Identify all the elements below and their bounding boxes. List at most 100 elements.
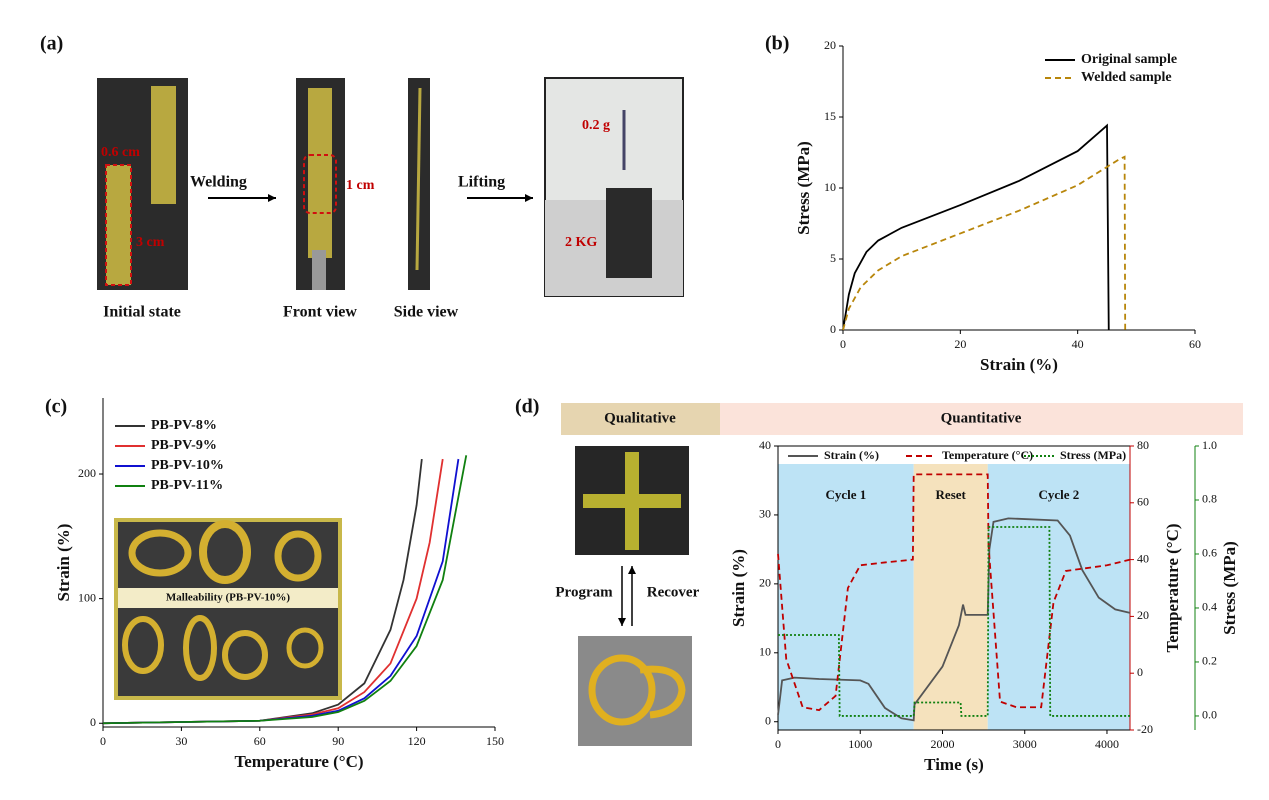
x-tick-label: 1000 — [848, 737, 872, 751]
series-line — [777, 517, 1131, 722]
y-tick-label: 0 — [765, 713, 771, 727]
y2-tick-label: 0 — [1137, 665, 1143, 679]
inset-label: Malleability (PB-PV-10%) — [166, 592, 290, 604]
photo-label: Program — [555, 584, 613, 600]
region — [778, 464, 914, 730]
y-tick-label: 40 — [759, 438, 771, 452]
panel-label: (c) — [45, 396, 67, 418]
y2-tick-label: 40 — [1137, 551, 1149, 565]
header: Qualitative — [604, 410, 676, 426]
inset-band — [118, 588, 338, 608]
series-line — [778, 526, 1130, 717]
photo-label: Recover — [647, 584, 700, 600]
y2-tick-label: 80 — [1137, 438, 1149, 452]
y-tick-label: 10 — [759, 645, 771, 659]
ring — [199, 520, 251, 584]
y3-tick-label: 0.2 — [1202, 654, 1217, 668]
x-tick-label: 0 — [775, 737, 781, 751]
region — [987, 464, 1130, 730]
region-label: Cycle 2 — [1038, 487, 1079, 502]
y3-tick-label: 0.8 — [1202, 492, 1217, 506]
arrow-label: Lifting — [458, 174, 505, 191]
dimension: 0.6 cm — [101, 145, 140, 160]
y3-tick-label: 0.6 — [1202, 546, 1217, 560]
arrowhead — [525, 194, 533, 202]
ring — [183, 615, 217, 681]
strip — [106, 165, 131, 285]
clamp — [312, 250, 326, 290]
outline — [303, 154, 337, 214]
x-tick-label: 90 — [332, 734, 344, 748]
y-tick-label: 200 — [78, 466, 96, 480]
x-tick-label: 4000 — [1095, 737, 1119, 751]
series-line — [777, 473, 1131, 712]
weight: 0.2 g — [582, 118, 610, 133]
y-tick-label: 0 — [830, 322, 836, 336]
y2-tick-label: 60 — [1137, 495, 1149, 509]
photo — [578, 636, 692, 746]
x-tick-label: 60 — [1189, 337, 1201, 351]
panel-label: (d) — [515, 396, 539, 418]
y3-axis-label: Stress (MPa) — [1220, 541, 1239, 635]
strip — [625, 452, 639, 550]
header-bar — [720, 403, 1243, 435]
dimension: 1 cm — [346, 178, 375, 193]
x-tick-label: 20 — [954, 337, 966, 351]
panel-label: (b) — [765, 33, 789, 55]
panel-label: (a) — [40, 33, 63, 55]
ring — [286, 627, 324, 669]
x-tick-label: 2000 — [930, 737, 954, 751]
series-line — [842, 155, 1127, 331]
region-label: Cycle 1 — [825, 487, 866, 502]
legend-label: PB-PV-9% — [151, 438, 217, 453]
x-tick-label: 0 — [100, 734, 106, 748]
x-axis-label: Strain (%) — [980, 355, 1058, 374]
y-tick-label: 20 — [759, 576, 771, 590]
header: Quantitative — [941, 410, 1022, 426]
strip — [151, 86, 176, 204]
y-axis-label: Strain (%) — [729, 549, 748, 627]
y3-tick-label: 1.0 — [1202, 438, 1217, 452]
x-axis-label: Temperature (°C) — [234, 752, 363, 771]
legend-label: Strain (%) — [824, 448, 879, 462]
ring — [128, 529, 192, 577]
bag — [606, 188, 652, 278]
y-tick-label: 15 — [824, 109, 836, 123]
legend-label: PB-PV-11% — [151, 478, 223, 493]
y2-axis-label: Temperature (°C) — [1163, 523, 1182, 652]
strip — [308, 88, 332, 258]
y-tick-label: 20 — [824, 38, 836, 52]
legend-label: PB-PV-10% — [151, 458, 224, 473]
dimension: 3 cm — [136, 235, 165, 250]
x-tick-label: 3000 — [1013, 737, 1037, 751]
series-line — [102, 455, 468, 725]
series-line — [842, 123, 1110, 331]
panel-a: (a) 0.6 cm 3 cm Welding 1 cm Lifting 0.2… — [40, 33, 684, 321]
x-tick-label: 30 — [175, 734, 187, 748]
caption: Initial state — [103, 304, 181, 321]
y-tick-label: 30 — [759, 507, 771, 521]
arrowhead — [268, 194, 276, 202]
x-tick-label: 40 — [1072, 337, 1084, 351]
arrow-label: Welding — [190, 174, 247, 191]
y-tick-label: 0 — [90, 715, 96, 729]
ring — [274, 530, 322, 582]
y2-tick-label: -20 — [1137, 722, 1153, 736]
y-tick-label: 100 — [78, 590, 96, 604]
ring — [222, 630, 268, 680]
legend-label: Stress (MPa) — [1060, 448, 1126, 462]
y-tick-label: 5 — [830, 251, 836, 265]
region-label: Reset — [936, 487, 967, 502]
y3-tick-label: 0.0 — [1202, 708, 1217, 722]
ring — [588, 654, 656, 726]
caption: Front view — [283, 304, 357, 321]
outline — [105, 164, 132, 286]
y-axis-label: Stress (MPa) — [794, 141, 813, 235]
legend-label: PB-PV-8% — [151, 418, 217, 433]
legend-label: Original sample — [1081, 52, 1177, 67]
header-bar — [561, 403, 720, 435]
x-tick-label: 60 — [254, 734, 266, 748]
x-tick-label: 0 — [840, 337, 846, 351]
arrowhead — [618, 566, 636, 626]
